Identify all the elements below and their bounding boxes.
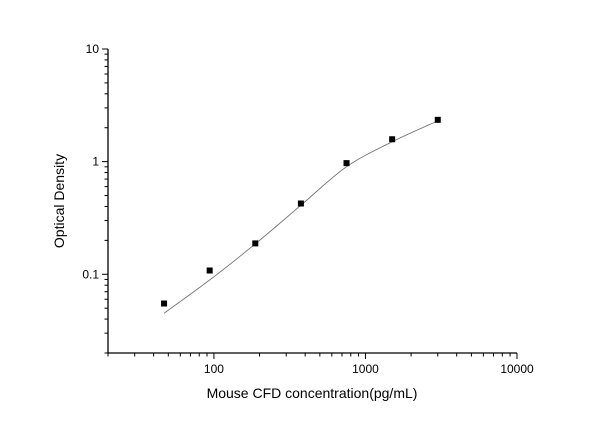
data-point [389,136,396,143]
y-tick-label: 1 [92,155,99,169]
data-point [297,200,304,207]
x-axis-label: Mouse CFD concentration(pg/mL) [207,385,418,401]
y-tick-label: 0.1 [82,267,99,281]
y-tick-label: 10 [86,42,100,56]
y-axis-label: Optical Density [51,154,67,248]
axes: 100 1000 10000 0.1 1 10 [82,42,534,376]
x-tick-label: 100 [204,362,224,376]
data-points [161,116,441,307]
data-point [161,300,168,307]
data-point [252,240,259,247]
data-point [206,267,213,274]
x-tick-label: 10000 [500,362,534,376]
fit-curve [163,120,438,314]
x-tick-label: 1000 [352,362,379,376]
data-point [434,116,441,123]
data-point [343,160,350,167]
